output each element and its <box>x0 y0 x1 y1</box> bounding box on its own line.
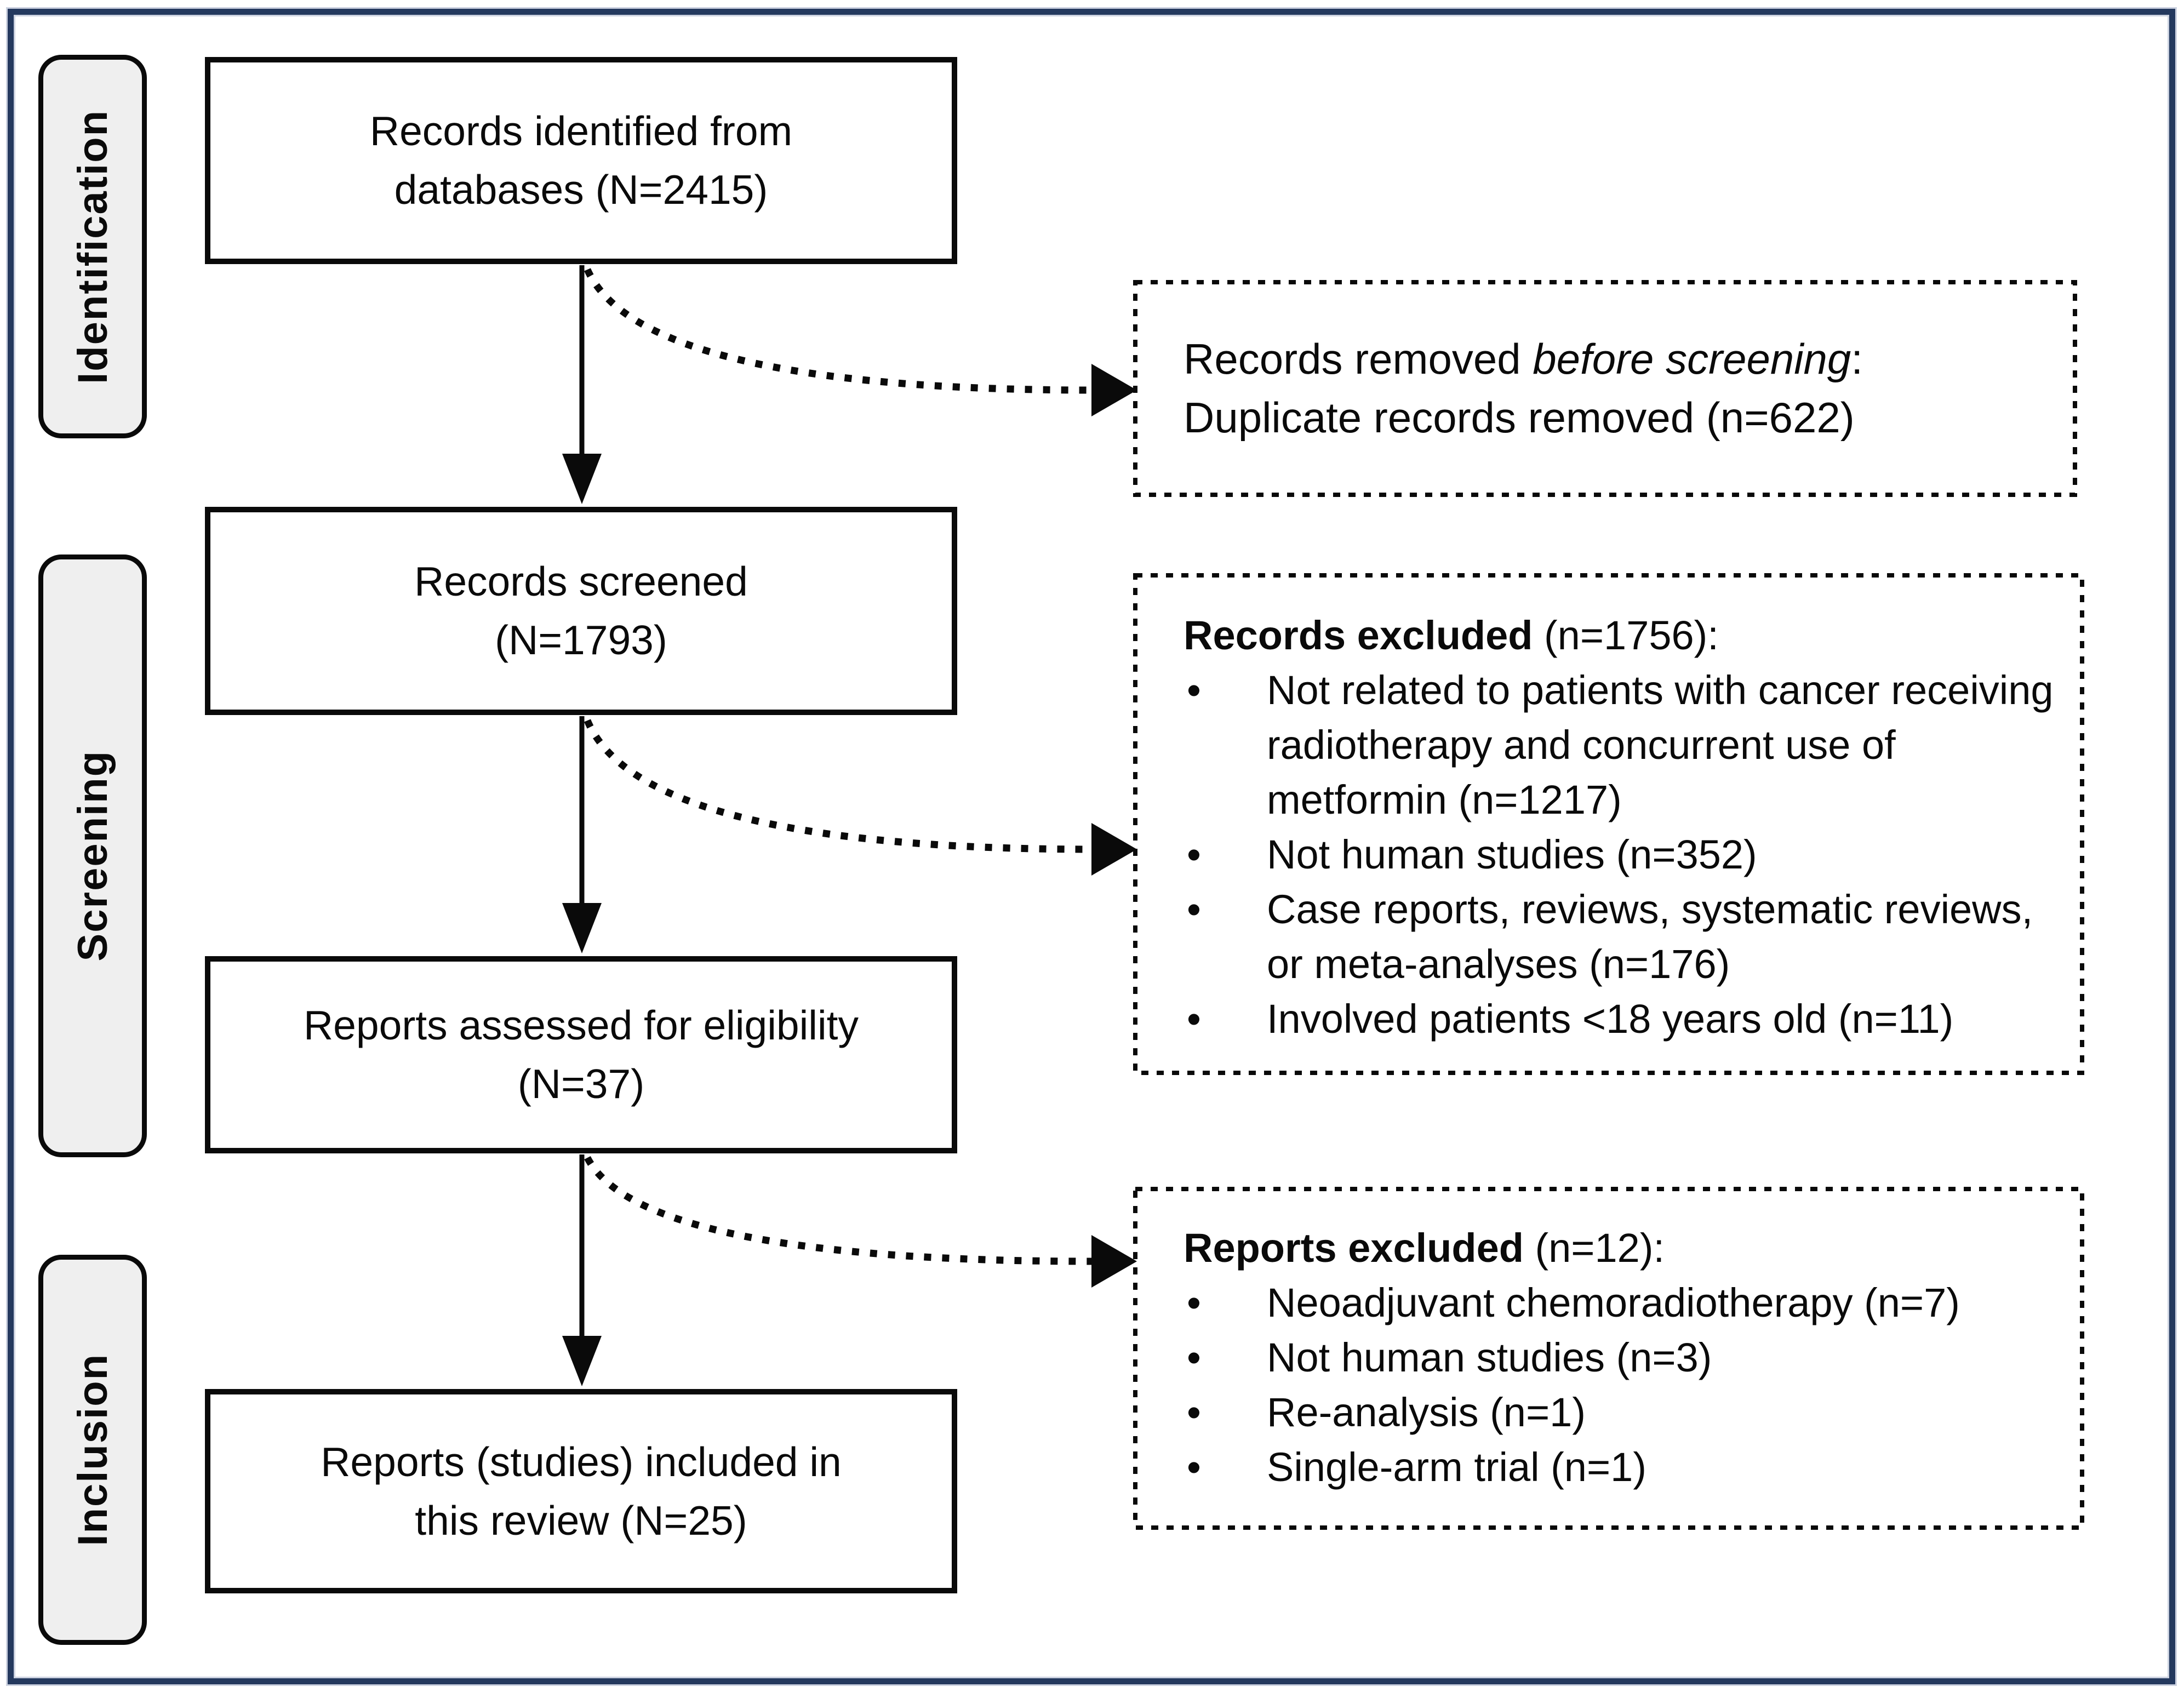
sidebar-stage-screening: Screening <box>38 555 147 1157</box>
stage-label: Screening <box>69 750 116 962</box>
records-excluded-bullet-3: Case reports, reviews, systematic review… <box>1267 887 2033 987</box>
arrow-identified-to-screened <box>562 265 602 504</box>
records-excluded-bullet-4: Involved patients <18 years old (n=11) <box>1267 996 1954 1042</box>
flow-box-text-line1: Records identified from <box>369 108 793 154</box>
dotted-arrow-to-reports-excluded <box>584 1156 1137 1288</box>
list-item: • Not human studies (n=3) <box>1184 1330 2054 1385</box>
records-removed-line1: Records removed before screening: <box>1184 330 2053 388</box>
dotted-arrow-to-records-excluded <box>584 719 1137 876</box>
reports-excluded-bullet-4: Single-arm trial (n=1) <box>1267 1444 1646 1490</box>
list-item: • Involved patients <18 years old (n=11) <box>1184 992 2054 1047</box>
records-excluded-bullet-2: Not human studies (n=352) <box>1267 832 1757 877</box>
records-removed-line2: Duplicate records removed (n=622) <box>1184 393 1855 442</box>
dotted-box-records-removed: Records removed before screening: Duplic… <box>1135 282 2075 495</box>
flow-box-text-line1: Reports (studies) included in <box>321 1438 842 1485</box>
bullet-icon: • <box>1187 1390 1201 1435</box>
bullet-icon: • <box>1187 1280 1201 1325</box>
list-item: • Neoadjuvant chemoradiotherapy (n=7) <box>1184 1276 2054 1330</box>
dotted-box-records-excluded: Records excluded (n=1756): • Not related… <box>1135 575 2082 1073</box>
list-item: • Re-analysis (n=1) <box>1184 1385 2054 1440</box>
sidebar-stage-identification: Identification <box>38 55 147 438</box>
flow-box-reports-assessed: Reports assessed for eligibility (N=37) <box>205 956 957 1153</box>
list-item: • Not related to patients with cancer re… <box>1184 663 2054 827</box>
dotted-box-records-excluded-outline <box>1133 573 2084 1075</box>
bullet-icon: • <box>1187 832 1201 877</box>
dotted-box-records-removed-outline <box>1133 280 2077 497</box>
records-excluded-title-bold: Records excluded <box>1184 613 1533 658</box>
flow-box-records-screened: Records screened (N=1793) <box>205 507 957 715</box>
reports-excluded-bullet-3: Re-analysis (n=1) <box>1267 1390 1586 1435</box>
bullet-icon: • <box>1187 667 1201 713</box>
flow-box-text-line1: Reports assessed for eligibility <box>304 1002 859 1048</box>
flow-box-text-line2: (N=37) <box>517 1061 645 1107</box>
arrow-screened-to-assessed <box>562 716 602 953</box>
arrow-right-head-icon <box>1091 364 1137 416</box>
dotted-arrow-to-records-removed <box>584 268 1137 416</box>
arrow-assessed-to-included <box>562 1154 602 1386</box>
stage-label: Inclusion <box>69 1353 116 1546</box>
records-removed-line1-suffix: : <box>1851 335 1863 383</box>
arrow-down-head-icon <box>562 454 602 504</box>
bullet-icon: • <box>1187 1444 1201 1490</box>
reports-excluded-title-bold: Reports excluded <box>1184 1225 1524 1271</box>
flow-box-records-identified: Records identified from databases (N=241… <box>205 57 957 264</box>
flow-box-reports-included: Reports (studies) included in this revie… <box>205 1389 957 1593</box>
records-removed-line1-prefix: Records removed <box>1184 335 1533 383</box>
arrow-down-head-icon <box>562 903 602 953</box>
stage-label: Identification <box>69 109 116 384</box>
arrow-right-head-icon <box>1091 823 1137 876</box>
list-item: • Not human studies (n=352) <box>1184 827 2054 882</box>
arrow-right-head-icon <box>1091 1235 1137 1288</box>
flow-box-text-line1: Records screened <box>414 558 748 604</box>
arrow-down-head-icon <box>562 1336 602 1386</box>
reports-excluded-bullet-1: Neoadjuvant chemoradiotherapy (n=7) <box>1267 1280 1960 1325</box>
bullet-icon: • <box>1187 1335 1201 1380</box>
bullet-icon: • <box>1187 996 1201 1042</box>
list-item: • Single-arm trial (n=1) <box>1184 1440 2054 1495</box>
records-excluded-bullet-1: Not related to patients with cancer rece… <box>1267 667 2054 822</box>
reports-excluded-title-rest: (n=12): <box>1523 1225 1665 1271</box>
records-excluded-title-rest: (n=1756): <box>1533 613 1719 658</box>
bullet-icon: • <box>1187 887 1201 932</box>
flow-box-text-line2: (N=1793) <box>495 617 667 663</box>
list-item: • Case reports, reviews, systematic revi… <box>1184 882 2054 992</box>
records-removed-line1-italic: before screening <box>1533 335 1851 383</box>
records-excluded-title: Records excluded (n=1756): <box>1184 608 2054 663</box>
flow-box-text-line2: this review (N=25) <box>415 1497 747 1544</box>
sidebar-stage-inclusion: Inclusion <box>38 1255 147 1645</box>
flow-box-text-line2: databases (N=2415) <box>394 167 768 213</box>
reports-excluded-title: Reports excluded (n=12): <box>1184 1221 2054 1276</box>
reports-excluded-bullet-2: Not human studies (n=3) <box>1267 1335 1712 1380</box>
dotted-box-reports-excluded: Reports excluded (n=12): • Neoadjuvant c… <box>1135 1189 2082 1528</box>
